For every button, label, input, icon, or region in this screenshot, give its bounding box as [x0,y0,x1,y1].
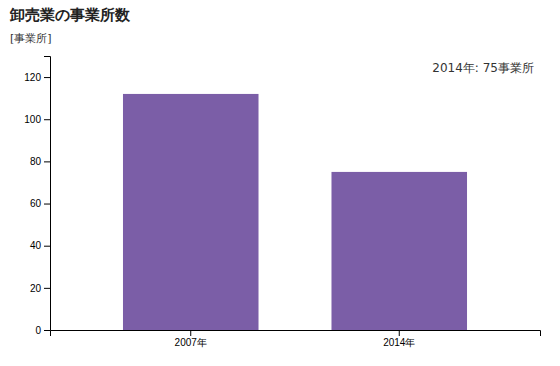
y-tick-mark [44,288,50,289]
x-tick-mark [399,330,400,336]
y-tick-label: 100 [24,114,41,125]
y-tick-label: 20 [30,283,42,294]
bar [331,172,467,330]
x-tick-label: 2014年 [383,337,415,348]
y-tick-mark [44,246,50,247]
y-tick: 120 [24,72,50,83]
title: 卸売業の事業所数 [9,6,131,24]
y-tick-mark [44,204,50,205]
y-tick-label: 40 [30,240,42,251]
x-tick: 2014年 [383,330,415,348]
plot: 0 20 40 60 80 100 120 2007年 2014年 2014年: 75事業所 [24,57,540,349]
y-tick: 40 [30,240,50,251]
y-tick: 20 [30,283,50,294]
y-tick: 80 [30,156,50,167]
y-tick-mark [44,77,50,78]
y-tick-label: 120 [24,72,41,83]
y-tick-label: 60 [30,198,42,209]
bars [123,94,467,330]
x-tick-label: 2007年 [175,337,207,348]
x-axis: 2007年 2014年 [51,330,541,348]
y-tick-label: 0 [35,325,41,336]
x-axis-line [51,331,541,337]
y-tick: 60 [30,198,50,209]
x-tick: 2007年 [175,330,207,348]
y-tick-mark [44,119,50,120]
y-tick-label: 80 [30,156,42,167]
annotation: 2014年: 75事業所 [432,61,534,75]
y-axis-label: [事業所] [10,32,52,45]
y-tick-mark [44,161,50,162]
y-tick: 0 [35,325,50,336]
y-axis-line [44,57,51,331]
y-axis: 0 20 40 60 80 100 120 [24,57,50,336]
x-tick-mark [190,330,191,336]
y-tick: 100 [24,114,50,125]
y-tick-mark [44,330,50,331]
bar [123,94,259,330]
chart: 卸売業の事業所数[事業所]0204060801001202007年2014年20… [0,0,560,366]
